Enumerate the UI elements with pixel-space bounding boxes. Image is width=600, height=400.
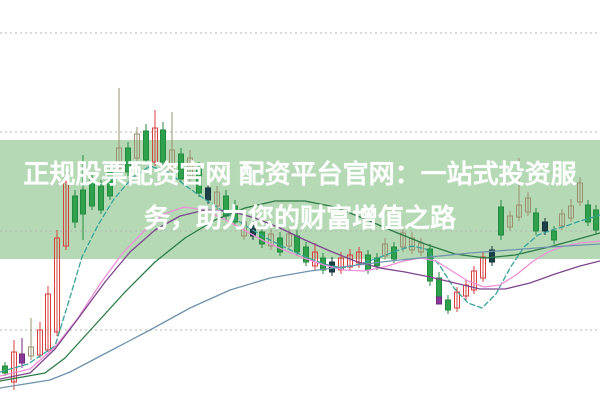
- candle-down: [445, 295, 451, 314]
- candle-neutral: [507, 211, 513, 231]
- candle-neutral: [116, 88, 122, 172]
- candle-up: [152, 110, 158, 166]
- ma-green: [0, 200, 600, 382]
- candle-down: [303, 242, 309, 266]
- candle-up: [37, 322, 43, 358]
- candle-purple: [436, 296, 442, 305]
- candle-neutral: [169, 112, 175, 175]
- candle-purple: [19, 338, 25, 368]
- candle-up: [454, 287, 460, 312]
- candle-down: [533, 208, 539, 235]
- candle-down: [143, 124, 149, 164]
- candle-down: [277, 232, 283, 256]
- candle-up: [45, 286, 51, 352]
- candle-up: [347, 249, 353, 271]
- candle-up: [54, 230, 60, 336]
- candle-neutral: [134, 127, 140, 164]
- candle-up: [11, 340, 17, 390]
- candle-neutral: [568, 199, 574, 222]
- candle-dark: [489, 246, 495, 266]
- candle-neutral: [28, 318, 34, 360]
- candle-neutral: [268, 228, 274, 250]
- candle-down: [585, 200, 591, 226]
- ma-purple: [0, 209, 600, 380]
- candle-neutral: [214, 186, 220, 210]
- candle-down: [72, 190, 78, 228]
- candle-down: [80, 155, 86, 240]
- candle-down: [160, 122, 166, 166]
- candle-down: [593, 205, 599, 234]
- candle-up: [63, 172, 69, 250]
- candle-dark: [205, 183, 211, 204]
- candle-neutral: [577, 177, 583, 206]
- candle-down: [436, 272, 442, 300]
- candle-down: [107, 163, 113, 200]
- candle-down: [125, 142, 131, 176]
- candle-down: [89, 175, 95, 210]
- candle-neutral: [400, 227, 406, 252]
- candle-up: [463, 280, 469, 300]
- candle-down: [498, 200, 504, 240]
- candle-up: [471, 266, 477, 294]
- candle-neutral: [409, 232, 415, 254]
- candle-neutral: [516, 158, 522, 221]
- candle-down: [427, 244, 433, 286]
- candle-neutral: [525, 192, 531, 216]
- ma-fast-teal: [0, 165, 600, 373]
- candle-neutral: [187, 150, 193, 182]
- candle-down: [178, 148, 184, 183]
- candle-neutral: [382, 238, 388, 260]
- candle-down: [196, 162, 202, 197]
- ma-slow-blue: [0, 243, 600, 389]
- candle-down: [98, 180, 104, 214]
- candle-up: [480, 252, 486, 282]
